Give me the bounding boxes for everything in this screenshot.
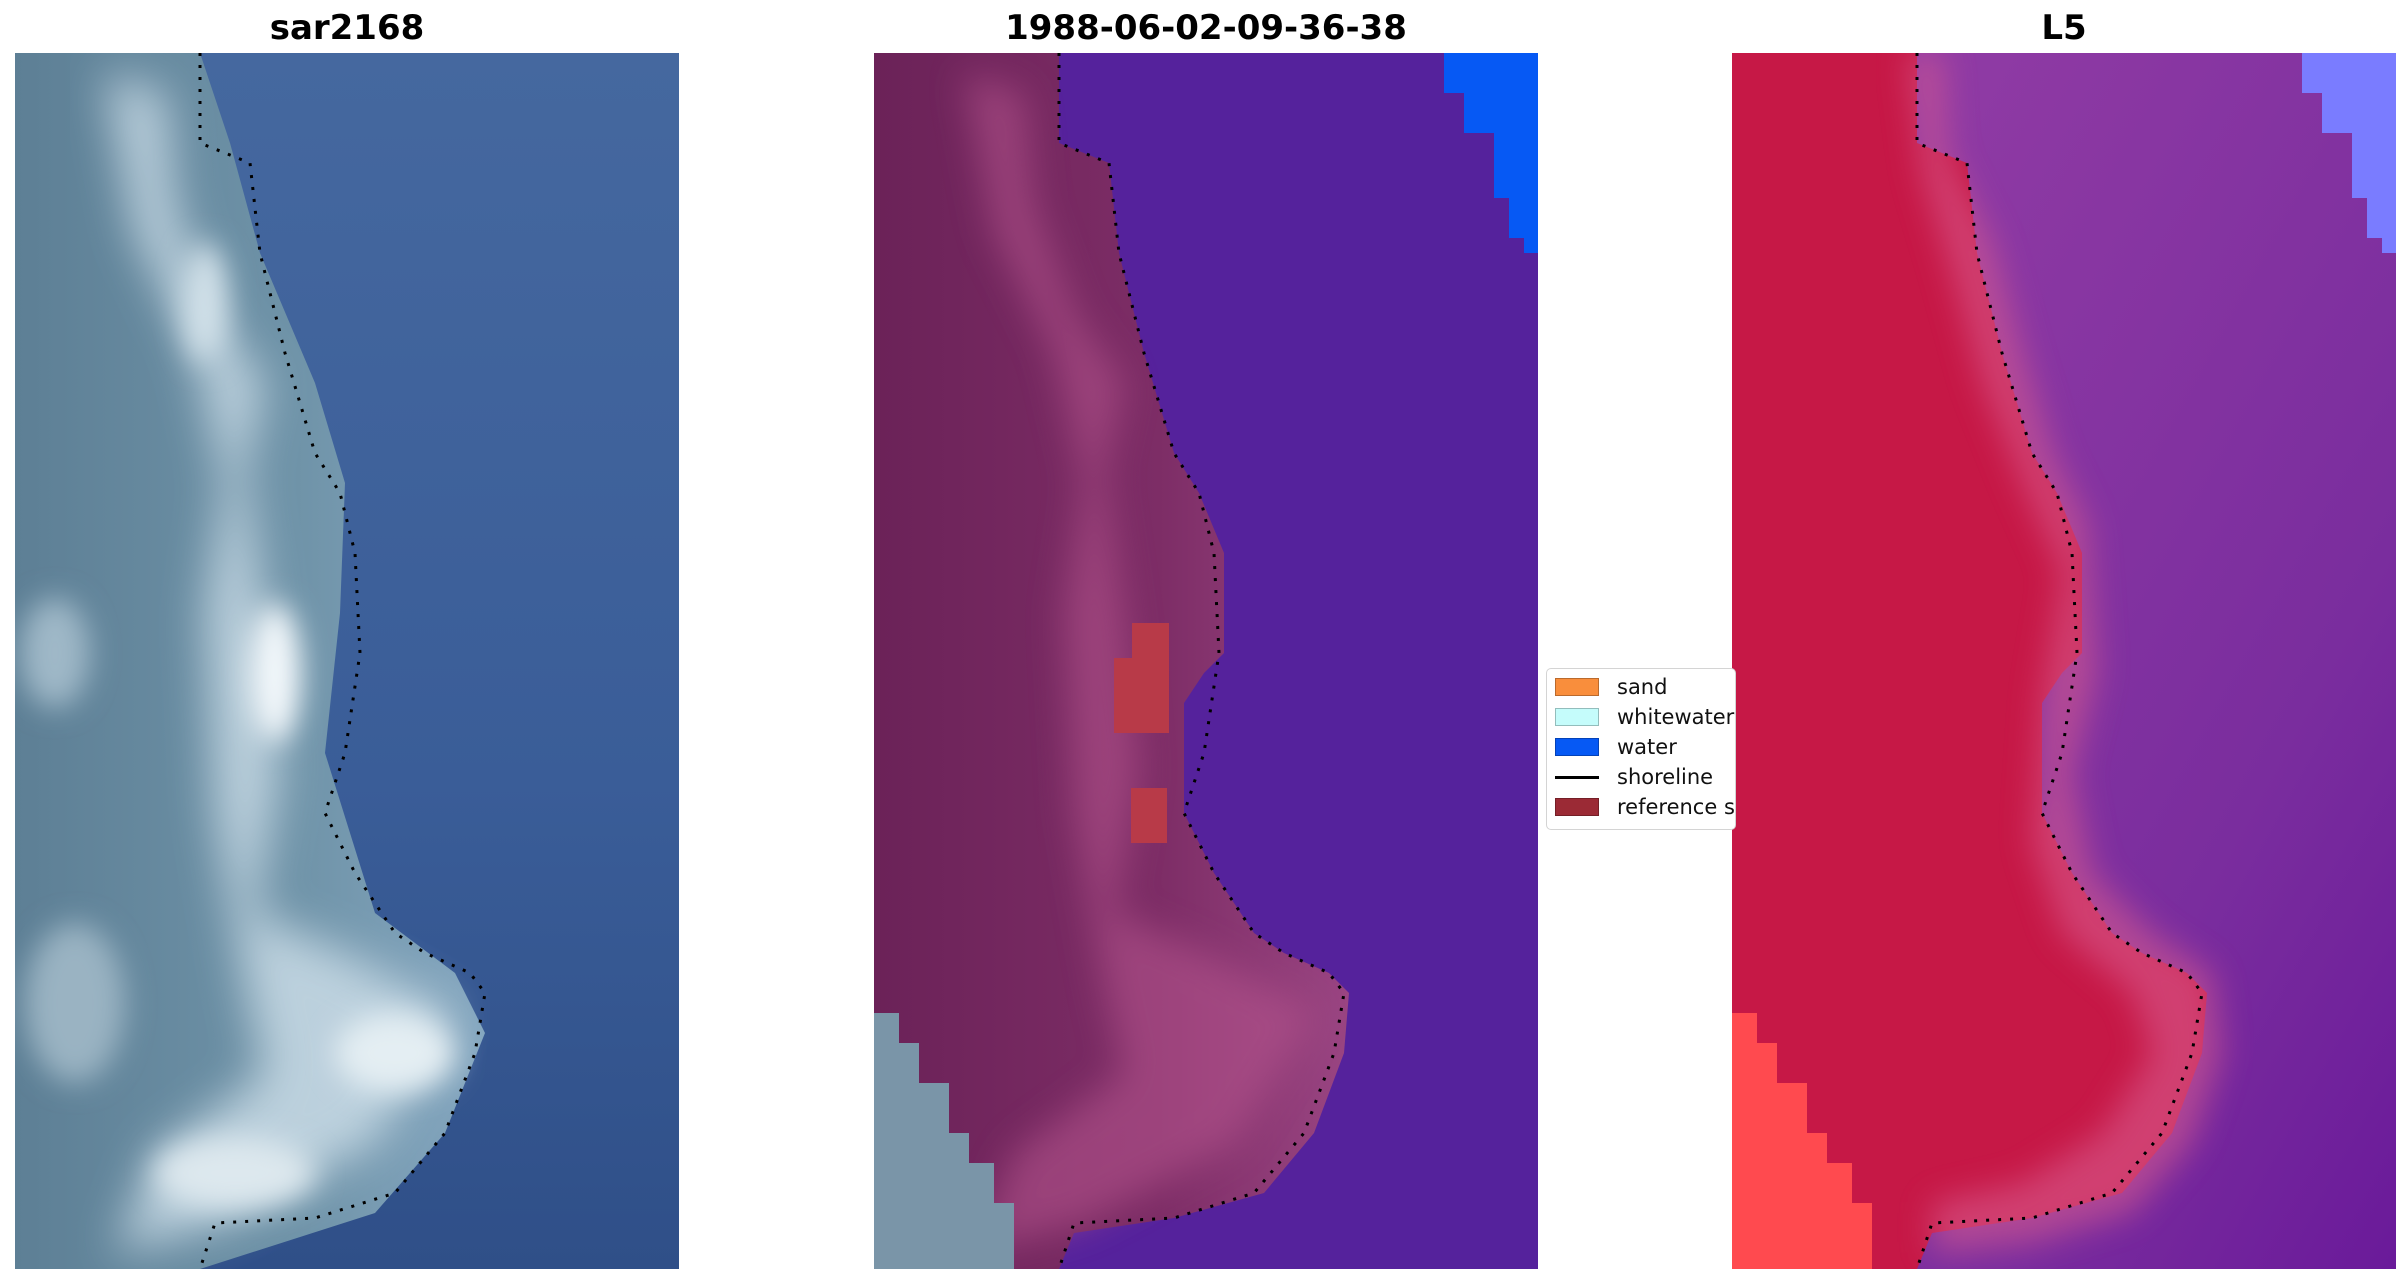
classification-panel xyxy=(874,53,1538,1269)
whitewater-swatch xyxy=(1555,708,1599,726)
legend-item-sand: sand xyxy=(1555,673,1667,701)
rgb-image xyxy=(15,53,679,1269)
legend-item-water: water xyxy=(1555,733,1677,761)
legend-label-sand: sand xyxy=(1617,675,1668,699)
legend-label-whitewater: whitewater xyxy=(1617,705,1735,729)
shoreline-line-swatch xyxy=(1555,775,1599,779)
legend-label-water: water xyxy=(1617,735,1677,759)
legend-item-reference-shoreline: reference shoreline xyxy=(1555,793,1735,821)
legend-item-shoreline: shoreline xyxy=(1555,763,1713,791)
water-bright-region xyxy=(1444,53,1538,253)
rgb-image-panel xyxy=(15,53,679,1269)
water-swatch xyxy=(1555,738,1599,756)
reference-shoreline-swatch xyxy=(1555,798,1599,816)
index-corner-region xyxy=(1732,1013,1872,1269)
shoreline-dotted-class xyxy=(1057,53,1346,1269)
legend-label-reference-shoreline: reference shoreline xyxy=(1617,795,1735,819)
sand-swatch xyxy=(1555,678,1599,696)
grey-corner-region xyxy=(874,1013,1014,1269)
panel-title-classification: 1988-06-02-09-36-38 xyxy=(1005,8,1407,48)
panel-title-index: L5 xyxy=(2041,8,2087,48)
legend-item-whitewater: whitewater xyxy=(1555,703,1734,731)
legend: sand whitewater water shoreline referenc… xyxy=(1546,668,1736,830)
reference-shoreline-patches xyxy=(1114,623,1169,843)
index-water-light-region xyxy=(2302,53,2396,253)
shoreline-dotted xyxy=(198,53,487,1269)
index-image xyxy=(1732,53,2396,1269)
classification-image xyxy=(874,53,1538,1269)
index-panel xyxy=(1732,53,2396,1269)
legend-label-shoreline: shoreline xyxy=(1617,765,1714,789)
shoreline-dotted-index xyxy=(1915,53,2204,1269)
panel-title-rgb: sar2168 xyxy=(269,8,425,48)
index-land-region xyxy=(1732,53,2207,1269)
